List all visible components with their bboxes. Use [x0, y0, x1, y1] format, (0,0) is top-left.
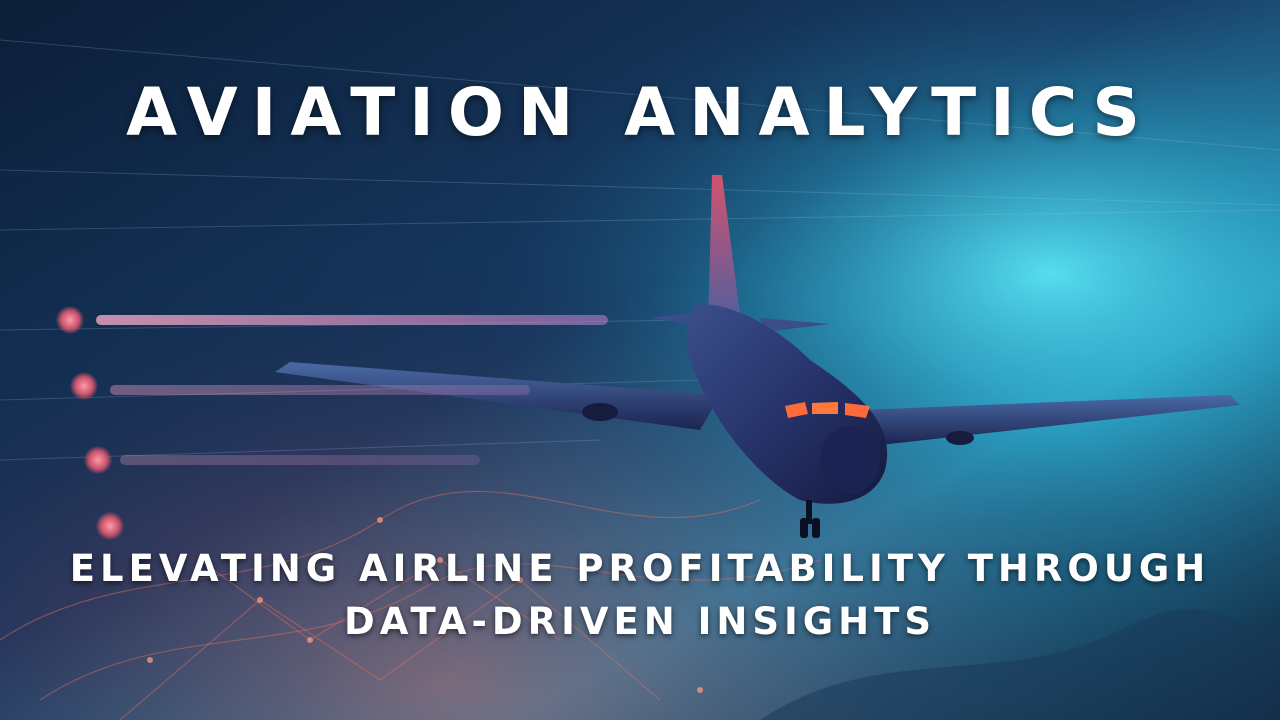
subtitle-line-1: ELEVATING AIRLINE PROFITABILITY THROUGH — [69, 547, 1211, 590]
hud-dot — [84, 446, 112, 474]
hud-dot — [56, 306, 84, 334]
hud-bar — [96, 315, 608, 325]
hud-bar — [110, 385, 530, 395]
subtitle-line-2: DATA-DRIVEN INSIGHTS — [344, 600, 936, 643]
hud-dot — [96, 512, 124, 540]
hud-dot — [70, 372, 98, 400]
main-title: AVIATION ANALYTICS — [126, 74, 1154, 151]
hud-bar — [120, 455, 480, 465]
